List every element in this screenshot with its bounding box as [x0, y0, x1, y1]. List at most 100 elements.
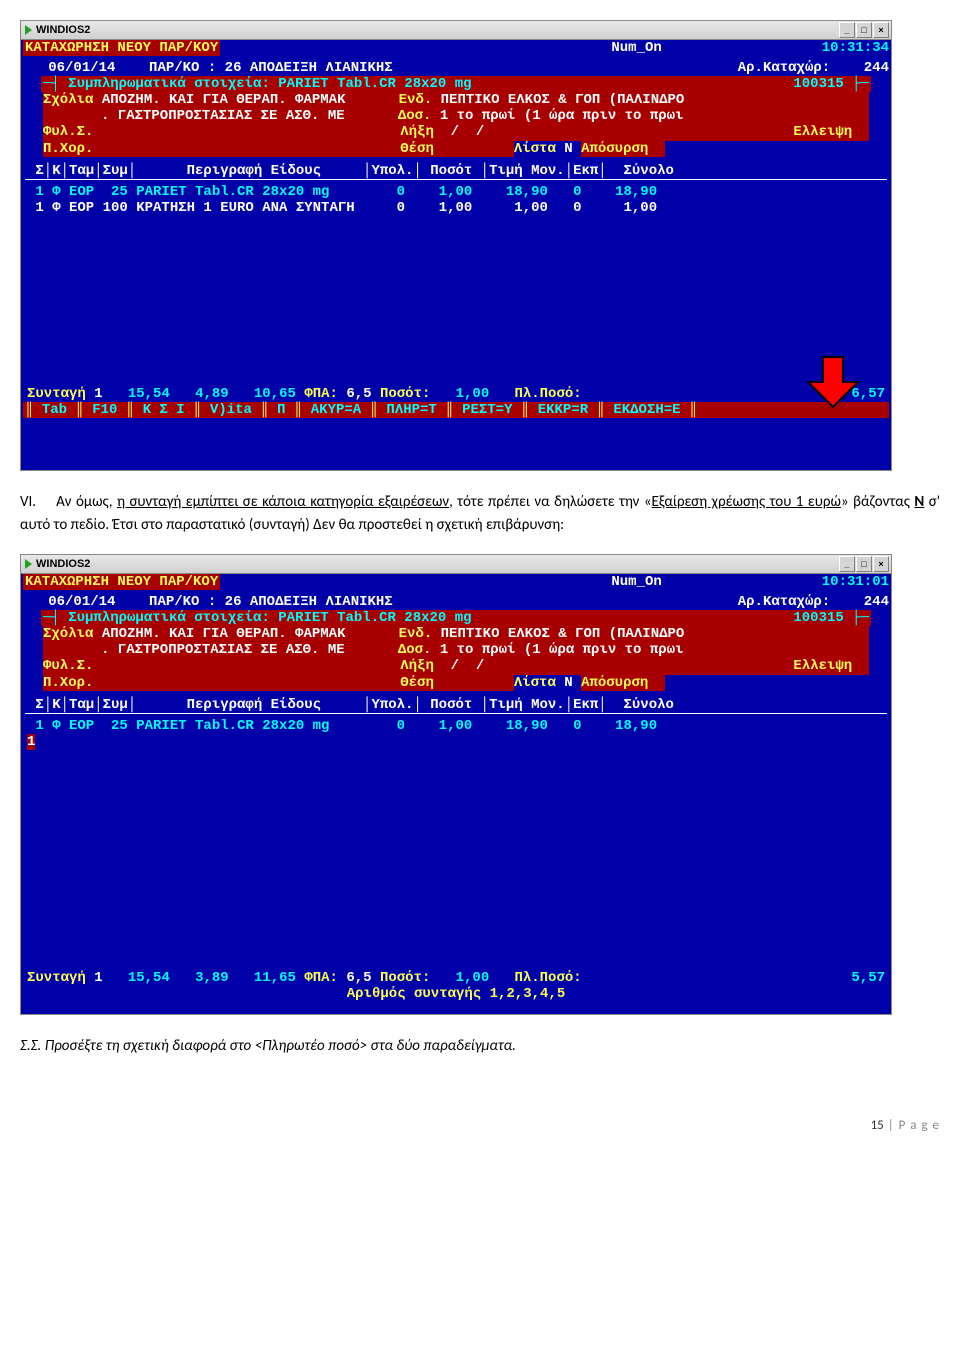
suppl-row: ─┤ Συμπληρωματικά στοιχεία: PARIET Tabl.…	[41, 76, 871, 92]
fpa-label: ΦΠΑ:	[304, 386, 338, 402]
maximize-icon[interactable]: □	[856, 22, 872, 38]
window-titlebar: WINDIOS2 _ □ ×	[21, 21, 891, 40]
down-arrow-icon	[803, 352, 863, 412]
sxolia-value-2: . ΓΑΣΤΡΟΠΡΟΣΤΑΣΙΑΣ ΣΕ ΑΣΘ. ΜΕ	[101, 108, 381, 124]
menu-item[interactable]: ΕΚΚΡ=R	[538, 402, 588, 418]
sxolia-row: Σχόλια ΑΠΟΖΗΜ. ΚΑΙ ΓΙΑ ΘΕΡΑΠ. ΦΑΡΜΑΚ Ενδ…	[41, 92, 871, 108]
app-header-row: ΚΑΤΑΧΩΡΗΣΗ ΝΕΟΥ ΠΑΡ/ΚΟΥ Num_On 10:31:01	[21, 574, 891, 590]
close-icon[interactable]: ×	[873, 556, 889, 572]
doc-type-label: ΠΑΡ/ΚΟ :	[149, 60, 216, 76]
page-footer: 15 | P a g e	[20, 1118, 940, 1133]
doc-type-value: 26 ΑΠΟΔΕΙΞΗ ΛΙΑΝΙΚΗΣ	[225, 60, 393, 76]
fpa-val: 6,5	[346, 386, 371, 402]
aposirsi-label: Απόσυρση	[581, 141, 648, 157]
dos-label: Δοσ.	[398, 108, 432, 124]
terminal-1: ΚΑΤΑΧΩΡΗΣΗ ΝΕΟΥ ΠΑΡ/ΚΟΥ Num_On 10:31:34 06…	[21, 40, 891, 470]
menu-item[interactable]: Π	[277, 402, 285, 418]
date-row: 06/01/14 ΠΑΡ/ΚΟ : 26 ΑΠΟΔΕΙΞΗ ΛΙΑΝΙΚΗΣ Αρ…	[21, 60, 891, 76]
menu-item[interactable]: ΠΛΗΡ=Τ	[386, 402, 436, 418]
paragraph-vi: VI.Αν όμως, η συνταγή εμπίπτει σε κάποια…	[20, 491, 940, 536]
menu-item[interactable]: ΕΚΔΟΣΗ=Ε	[613, 402, 680, 418]
pxor-row: Π.Χορ. Θέση Λίστα N Απόσυρση	[41, 141, 871, 157]
page-label: P a g e	[899, 1118, 940, 1133]
app-title: ΚΑΤΑΧΩΡΗΣΗ ΝΕΟΥ ΠΑΡ/ΚΟΥ	[23, 574, 220, 590]
lixi-label: Λήξη	[400, 124, 434, 140]
syntagi-label: Συνταγή	[27, 386, 86, 402]
time-value: 10:31:01	[822, 574, 889, 590]
thesi-label: Θέση	[400, 141, 434, 157]
screenshot-1: WINDIOS2 _ □ × ΚΑΤΑΧΩΡΗΣΗ ΝΕΟΥ ΠΑΡ/ΚΟΥ Nu…	[20, 20, 892, 471]
window-title: WINDIOS2	[36, 558, 838, 570]
play-icon	[25, 25, 32, 35]
menu-item[interactable]: Tab	[42, 402, 67, 418]
row-2: 1	[25, 734, 887, 750]
close-icon[interactable]: ×	[873, 22, 889, 38]
para-number: VI.	[20, 493, 36, 511]
bottom-message: Αριθμός συνταγής 1,2,3,4,5	[21, 986, 891, 1002]
suppl-value: PARIET Tabl.CR 28x20 mg	[278, 76, 471, 92]
posot-label: Ποσότ:	[380, 386, 430, 402]
fval-2: 4,89	[195, 386, 229, 402]
end-label: Ενδ.	[399, 92, 433, 108]
fyl-label: Φυλ.Σ.	[43, 124, 93, 140]
entry-no: 244	[864, 60, 889, 76]
posot-val: 1,00	[456, 386, 490, 402]
sxolia-row-2: . ΓΑΣΤΡΟΠΡΟΣΤΑΣΙΑΣ ΣΕ ΑΣΘ. ΜΕ Δοσ. 1 το …	[41, 108, 871, 124]
minimize-icon[interactable]: _	[839, 22, 855, 38]
status-num: Num_On	[611, 40, 661, 56]
table-header-row: Σ│Κ│Ταμ│Συμ│ Περιγραφή Είδους │Υπολ.│ Πο…	[25, 697, 887, 713]
table-row: 1 Φ EOP 25 PARIET Tabl.CR 28x20 mg 0 1,0…	[25, 718, 887, 734]
footer-totals-row: Συνταγή 1 15,54 4,89 10,65 ΦΠΑ: 6,5 Ποσό…	[25, 386, 887, 402]
time-value: 10:31:34	[822, 40, 889, 56]
menu-item[interactable]: V)ita	[210, 402, 252, 418]
fyl-row: Φυλ.Σ. Λήξη / / Ελλειψη	[41, 124, 871, 140]
end-value: ΠΕΠΤΙΚΟ ΕΛΚΟΣ & ΓΟΠ (ΠΑΛΙΝΔΡΟ	[441, 92, 869, 108]
sxolia-label: Σχόλια	[43, 92, 93, 108]
pxor-label: Π.Χορ.	[43, 141, 93, 157]
window-titlebar: WINDIOS2 _ □ ×	[21, 555, 891, 574]
pxor-row: Π.Χορ. Θέση Λίστα N Απόσυρση	[41, 675, 871, 691]
suppl-row: ─┤ Συμπληρωματικά στοιχεία: PARIET Tabl.…	[41, 610, 871, 626]
lista-label: Λίστα	[514, 141, 556, 157]
app-title: ΚΑΤΑΧΩΡΗΣΗ ΝΕΟΥ ΠΑΡ/ΚΟΥ	[23, 40, 220, 56]
window-buttons: _ □ ×	[838, 22, 889, 38]
dos-value: 1 το πρωί (1 ώρα πριν το πρωι	[440, 108, 869, 124]
suppl-label: Συμπληρωματικά στοιχεία:	[68, 76, 270, 92]
lixi-value: / /	[434, 124, 484, 140]
date-value: 06/01/14	[48, 60, 115, 76]
table-row: 1 Φ EOP 100 ΚΡΑΤΗΣΗ 1 EURO ANA ΣΥΝΤΑΓΗ 0…	[25, 200, 887, 216]
sxolia-row-2: . ΓΑΣΤΡΟΠΡΟΣΤΑΣΙΑΣ ΣΕ ΑΣΘ. ΜΕ Δοσ. 1 το …	[41, 642, 871, 658]
page-number: 15	[871, 1118, 884, 1133]
table-row: 1 Φ EOP 25 PARIET Tabl.CR 28x20 mg 0 1,0…	[25, 184, 887, 200]
fyl-row: Φυλ.Σ. Λήξη / /Ελλειψη	[41, 658, 871, 674]
row-2-s[interactable]: 1	[27, 734, 35, 750]
footer-totals-row: Συνταγή 1 15,54 3,89 11,65 ΦΠΑ: 6,5 Ποσό…	[25, 970, 887, 986]
app-header-row: ΚΑΤΑΧΩΡΗΣΗ ΝΕΟΥ ΠΑΡ/ΚΟΥ Num_On 10:31:34	[21, 40, 891, 56]
terminal-2: ΚΑΤΑΧΩΡΗΣΗ ΝΕΟΥ ΠΑΡ/ΚΟΥ Num_On 10:31:01 06…	[21, 574, 891, 1014]
play-icon	[25, 559, 32, 569]
elleipsi-label: Ελλειψη	[793, 124, 852, 140]
entry-no-label: Αρ.Καταχώρ:	[738, 60, 830, 76]
status-num: Num_On	[611, 574, 661, 590]
menu-item[interactable]: ΡΕΣΤ=Υ	[462, 402, 512, 418]
window-title: WINDIOS2	[36, 24, 838, 36]
minimize-icon[interactable]: _	[839, 556, 855, 572]
menu-item[interactable]: ΑΚΥΡ=Α	[311, 402, 361, 418]
sxolia-value: ΑΠΟΖΗΜ. ΚΑΙ ΓΙΑ ΘΕΡΑΠ. ΦΑΡΜΑΚ	[102, 92, 382, 108]
fval-3: 10,65	[254, 386, 296, 402]
syntagi-val: 1	[94, 386, 102, 402]
menu-item[interactable]: F10	[92, 402, 117, 418]
paragraph-ss: Σ.Σ. Προσέξτε τη σχετική διαφορά στο <Πλ…	[20, 1035, 940, 1058]
menu-bar[interactable]: ║ Tab ║ F10 ║ Κ Σ Ι ║ V)ita ║ Π ║ ΑΚΥΡ=Α…	[23, 402, 889, 418]
lista-value: N	[564, 141, 572, 157]
suppl-code: 100315	[793, 76, 843, 92]
menu-item[interactable]: Κ Σ Ι	[143, 402, 185, 418]
date-row: 06/01/14 ΠΑΡ/ΚΟ : 26 ΑΠΟΔΕΙΞΗ ΛΙΑΝΙΚΗΣΑρ…	[21, 594, 891, 610]
plposo-label: Πλ.Ποσό:	[514, 386, 581, 402]
table-header-row: Σ│Κ│Ταμ│Συμ│ Περιγραφή Είδους │Υπολ.│ Πο…	[25, 163, 887, 179]
screenshot-2: WINDIOS2 _ □ × ΚΑΤΑΧΩΡΗΣΗ ΝΕΟΥ ΠΑΡ/ΚΟΥ Nu…	[20, 554, 892, 1015]
lista-value-2: N	[564, 675, 572, 691]
fval-1: 15,54	[128, 386, 170, 402]
sxolia-row: Σχόλια ΑΠΟΖΗΜ. ΚΑΙ ΓΙΑ ΘΕΡΑΠ. ΦΑΡΜΑΚ Ενδ…	[41, 626, 871, 642]
maximize-icon[interactable]: □	[856, 556, 872, 572]
